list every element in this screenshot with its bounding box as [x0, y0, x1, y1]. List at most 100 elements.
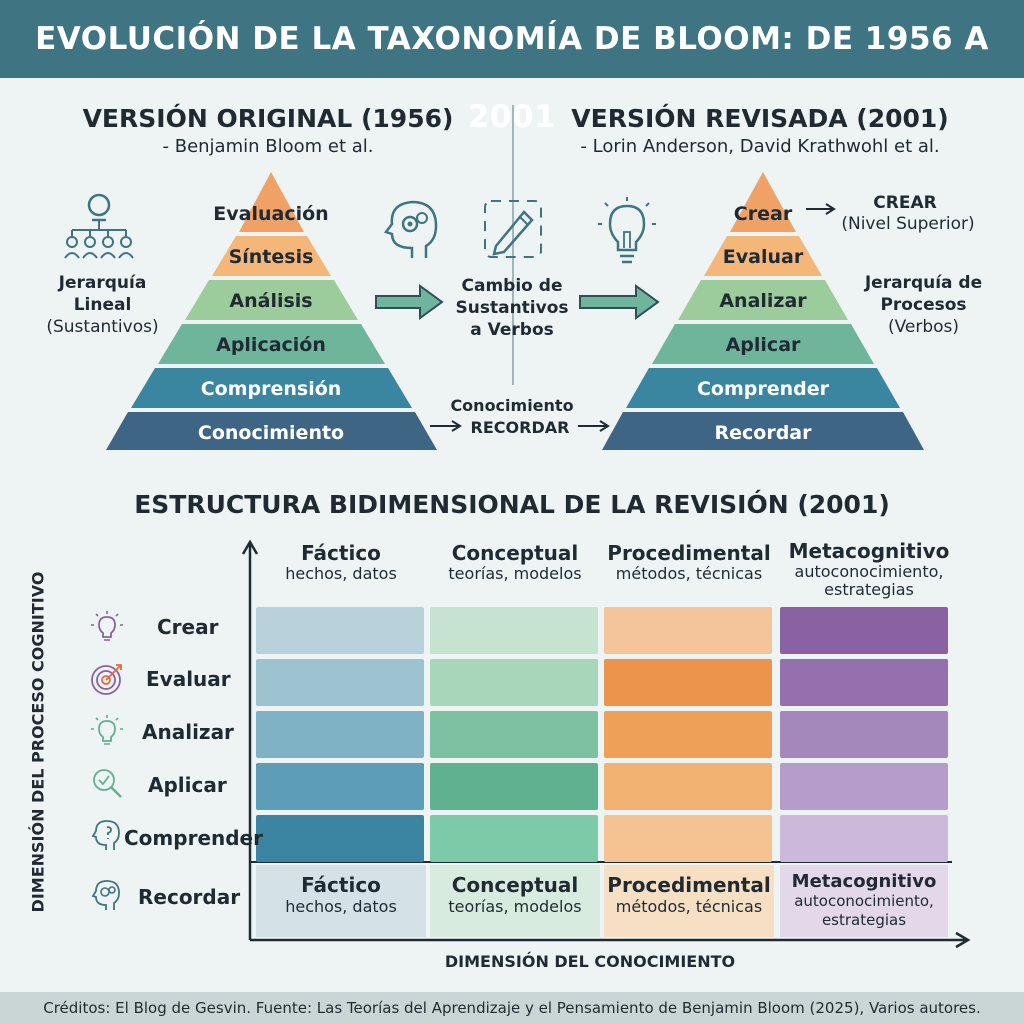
bottom-column-title: Conceptual	[451, 873, 579, 897]
arrow-right-icon	[578, 420, 610, 432]
matrix-cell	[604, 711, 772, 758]
hierarchy-people-icon	[64, 193, 134, 259]
row-label: Analizar	[142, 720, 234, 744]
matrix-title: ESTRUCTURA BIDIMENSIONAL DE LA REVISIÓN …	[134, 490, 890, 519]
row-label: Aplicar	[148, 773, 227, 797]
original-version-title: VERSIÓN ORIGINAL (1956)	[82, 104, 454, 133]
column-title: Procedimental	[607, 541, 771, 565]
matrix-cell	[780, 607, 948, 654]
bottom-column: Fáctico hechos, datos	[256, 865, 426, 937]
pencil-icon	[484, 200, 542, 258]
column-header: Conceptual teorías, modelos	[430, 541, 600, 583]
lightbulb-icon	[91, 715, 123, 745]
head-gears-icon	[383, 200, 438, 258]
bottom-column-sub: hechos, datos	[285, 897, 397, 916]
original-level-6	[106, 412, 437, 450]
original-version-authors: - Benjamin Bloom et al.	[162, 136, 374, 157]
revised-level-4	[652, 324, 874, 364]
matrix-cell	[780, 763, 948, 810]
row-label: Comprender	[124, 826, 263, 850]
column-sub: teorías, modelos	[448, 564, 582, 583]
mapping-to: RECORDAR	[470, 418, 570, 437]
revised-level-label: Recordar	[714, 422, 812, 444]
row-label: Evaluar	[146, 667, 231, 691]
bottom-column-title: Fáctico	[301, 873, 381, 897]
bottom-column-title: Procedimental	[607, 873, 771, 897]
revised-pyramid	[602, 172, 924, 450]
column-sub: métodos, técnicas	[615, 564, 763, 583]
matrix-cell	[256, 815, 424, 862]
arrow-right-icon	[430, 420, 462, 432]
bottom-column: Conceptual teorías, modelos	[430, 865, 600, 937]
original-level-label: Aplicación	[216, 334, 326, 356]
revised-level-label: Crear	[733, 203, 793, 225]
revised-version-authors: - Lorin Anderson, David Krathwohl et al.	[580, 136, 940, 157]
matrix-cell	[780, 711, 948, 758]
matrix-cell	[256, 711, 424, 758]
revised-level-6	[602, 412, 924, 450]
bottom-column: Metacognitivo autoconocimiento, estrateg…	[780, 865, 948, 937]
matrix-cell	[780, 659, 948, 706]
bottom-column: Procedimental métodos, técnicas	[604, 865, 774, 937]
column-header: Fáctico hechos, datos	[256, 541, 426, 583]
brain-gears-icon	[91, 880, 120, 910]
original-side-title: Jerarquía Lineal	[58, 273, 147, 315]
column-title: Metacognitivo	[788, 539, 950, 563]
original-level-label: Análisis	[229, 290, 313, 312]
column-header: Metacognitivo autoconocimiento, estrateg…	[780, 539, 958, 599]
head-icon	[91, 820, 120, 850]
original-level-4	[158, 324, 385, 364]
credits-footer: Créditos: El Blog de Gesvin. Fuente: Las…	[0, 992, 1024, 1024]
column-title: Conceptual	[451, 541, 579, 565]
revised-level-label: Aplicar	[725, 334, 801, 356]
title-banner: EVOLUCIÓN DE LA TAXONOMÍA DE BLOOM: DE 1…	[0, 0, 1024, 135]
matrix-axes	[241, 539, 971, 949]
x-axis-label: DIMENSIÓN DEL CONOCIMIENTO	[444, 952, 736, 971]
matrix-cell	[430, 763, 598, 810]
change-label: Cambio de Sustantivos a Verbos	[455, 276, 569, 340]
matrix-cell	[256, 607, 424, 654]
lightbulb-icon	[91, 611, 123, 641]
mapping-from: Conocimiento	[450, 396, 574, 415]
original-level-5	[131, 368, 412, 408]
bottom-column-sub: teorías, modelos	[448, 897, 582, 916]
center-divider	[512, 105, 514, 385]
original-level-2	[212, 236, 331, 276]
lightbulb-icon	[598, 197, 656, 264]
revised-side-sub: (Verbos)	[887, 317, 960, 337]
original-level-label: Síntesis	[228, 246, 314, 268]
column-title: Fáctico	[301, 541, 381, 565]
revised-side-title: Jerarquía de Procesos	[864, 273, 983, 315]
arrow-right-icon	[375, 284, 444, 320]
column-header: Procedimental métodos, técnicas	[604, 541, 774, 583]
matrix-cell	[430, 607, 598, 654]
revised-level-label: Evaluar	[722, 246, 804, 268]
original-level-1	[239, 172, 304, 232]
revised-level-label: Analizar	[719, 290, 807, 312]
matrix-cell	[604, 659, 772, 706]
row-label: Recordar	[138, 885, 241, 909]
row-label: Crear	[157, 615, 219, 639]
target-icon	[91, 664, 122, 695]
revised-top-sub: (Nivel Superior)	[841, 214, 975, 234]
matrix-cell	[604, 763, 772, 810]
revised-level-1	[730, 172, 796, 232]
y-axis-label: DIMENSIÓN DEL PROCESO COGNITIVO	[28, 571, 48, 913]
magnifier-icon	[93, 769, 122, 798]
matrix-cell	[604, 607, 772, 654]
matrix-cell	[780, 815, 948, 862]
arrow-right-icon	[806, 203, 836, 215]
matrix-cell	[256, 763, 424, 810]
original-pyramid	[106, 172, 437, 450]
matrix-cell	[256, 659, 424, 706]
matrix-cell	[604, 815, 772, 862]
original-level-label: Conocimiento	[197, 422, 345, 444]
arrow-right-icon	[579, 284, 660, 320]
revised-level-2	[704, 236, 822, 276]
original-level-label: Comprensión	[200, 378, 342, 400]
page-title: EVOLUCIÓN DE LA TAXONOMÍA DE BLOOM: DE 1…	[35, 21, 989, 135]
matrix-cell	[430, 815, 598, 862]
revised-level-5	[626, 368, 900, 408]
matrix-cell	[430, 711, 598, 758]
original-side-label: Jerarquía Lineal (Sustantivos)	[40, 272, 165, 338]
